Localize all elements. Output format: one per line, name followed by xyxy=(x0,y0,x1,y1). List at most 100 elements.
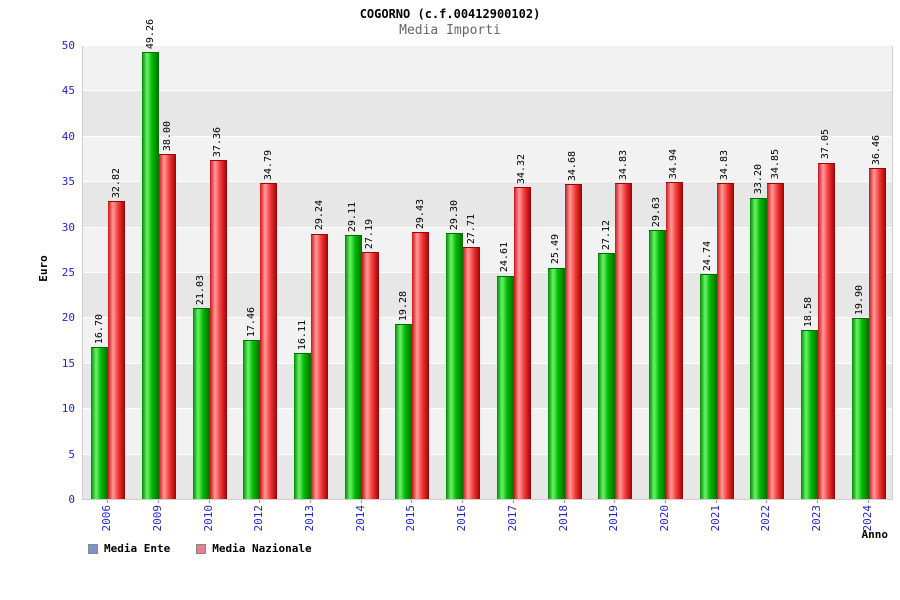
bar-value-label: 34.32 xyxy=(516,154,528,185)
x-tick-label: 2021 xyxy=(708,505,722,532)
chart-subtitle: Media Importi xyxy=(399,23,501,38)
bar-value-label: 38.00 xyxy=(161,120,173,151)
bar-media-ente-2014 xyxy=(344,234,362,499)
bar-media-ente-2020 xyxy=(648,229,666,499)
y-tick-label: 30 xyxy=(61,220,75,234)
bar-value-label: 29.30 xyxy=(448,199,460,230)
x-tick-label: 2018 xyxy=(556,505,570,532)
x-tick-mark xyxy=(563,500,565,503)
x-tick-label: 2006 xyxy=(100,505,114,532)
bar-media-nazionale-2021 xyxy=(716,182,734,499)
gridline xyxy=(83,226,892,228)
x-tick-label: 2022 xyxy=(759,505,773,532)
y-tick-label: 35 xyxy=(61,175,75,189)
x-tick-mark xyxy=(816,500,818,503)
bar-value-label: 21.03 xyxy=(195,274,207,306)
legend-label-media-nazionale: Media Nazionale xyxy=(212,542,312,555)
legend: Media Ente Media Nazionale xyxy=(88,542,312,555)
bar-media-ente-2009 xyxy=(142,51,160,499)
bar-media-nazionale-2023 xyxy=(817,162,835,499)
bar-value-label: 34.79 xyxy=(262,150,274,181)
plot-band xyxy=(83,45,892,91)
bar-media-nazionale-2016 xyxy=(463,247,481,499)
plot-band xyxy=(83,90,892,136)
bar-value-label: 17.46 xyxy=(245,307,257,338)
bar-media-ente-2023 xyxy=(800,330,818,499)
bar-media-nazionale-2022 xyxy=(767,182,785,499)
x-tick-label: 2009 xyxy=(151,505,165,532)
bar-media-nazionale-2017 xyxy=(513,187,531,499)
gridline xyxy=(83,408,892,410)
x-tick-label: 2014 xyxy=(353,505,367,532)
bar-value-label: 29.43 xyxy=(414,198,426,229)
bar-media-nazionale-2006 xyxy=(108,201,126,499)
x-tick-label: 2023 xyxy=(809,505,823,532)
gridline xyxy=(83,453,892,455)
x-axis-tick-labels: 2006 2009 2010 2012 2013 2014 2015 2016 2017 2018… xyxy=(82,500,893,545)
bar-value-label: 36.46 xyxy=(871,134,883,165)
x-tick-mark xyxy=(208,500,210,503)
bar-value-label: 16.11 xyxy=(296,319,308,350)
bar-media-nazionale-2018 xyxy=(564,184,582,499)
bar-media-ente-2012 xyxy=(243,340,261,499)
bar-value-label: 32.82 xyxy=(110,167,122,198)
x-tick-mark xyxy=(107,500,109,503)
x-tick-label: 2010 xyxy=(201,505,215,532)
x-tick-label: 2012 xyxy=(252,505,266,532)
chart-title: COGORNO (c.f.00412900102) xyxy=(359,7,541,21)
bar-media-ente-2019 xyxy=(598,252,616,499)
y-tick-label: 10 xyxy=(61,402,75,416)
bar-value-label: 27.71 xyxy=(465,214,477,245)
bar-value-label: 49.26 xyxy=(144,18,156,49)
y-tick-label: 40 xyxy=(61,129,75,143)
x-tick-label: 2020 xyxy=(657,505,671,532)
x-tick-mark xyxy=(259,500,261,503)
bar-media-ente-2010 xyxy=(192,308,210,499)
x-tick-mark xyxy=(715,500,717,503)
bar-media-ente-2016 xyxy=(446,232,464,499)
x-tick-label: 2015 xyxy=(404,505,418,532)
x-tick-mark xyxy=(360,500,362,503)
bar-media-ente-2017 xyxy=(496,275,514,499)
bar-media-ente-2015 xyxy=(395,323,413,499)
x-tick-mark xyxy=(462,500,464,503)
bar-media-ente-2022 xyxy=(750,197,768,499)
gridline xyxy=(83,181,892,183)
bar-value-label: 37.36 xyxy=(212,126,224,157)
bar-value-label: 34.83 xyxy=(617,149,629,180)
bar-value-label: 16.70 xyxy=(93,314,105,345)
bar-value-label: 27.12 xyxy=(600,219,612,250)
bar-value-label: 25.49 xyxy=(550,234,562,265)
bar-value-label: 27.19 xyxy=(364,219,376,250)
x-tick-mark xyxy=(614,500,616,503)
bar-value-label: 24.61 xyxy=(499,242,511,273)
x-tick-label: 2017 xyxy=(505,505,519,532)
bar-media-nazionale-2019 xyxy=(615,182,633,499)
x-tick-label: 2016 xyxy=(455,505,469,532)
gridline xyxy=(83,362,892,364)
bar-value-label: 34.85 xyxy=(769,149,781,180)
y-tick-label: 0 xyxy=(68,493,75,506)
y-tick-label: 5 xyxy=(68,447,75,461)
y-tick-label: 20 xyxy=(61,311,75,325)
bar-value-label: 29.24 xyxy=(313,200,325,231)
x-tick-mark xyxy=(310,500,312,503)
bar-value-label: 29.11 xyxy=(347,201,359,232)
legend-swatch-media-ente xyxy=(88,543,98,554)
bar-value-label: 34.94 xyxy=(668,148,680,179)
bar-value-label: 19.90 xyxy=(854,285,866,316)
bar-value-label: 37.05 xyxy=(820,129,832,160)
bar-media-nazionale-2014 xyxy=(361,252,379,499)
y-tick-label: 25 xyxy=(61,266,75,279)
y-tick-label: 45 xyxy=(61,84,75,98)
bar-value-label: 24.74 xyxy=(702,241,714,272)
gridline xyxy=(83,272,892,273)
bar-media-nazionale-2009 xyxy=(159,153,177,499)
bar-media-nazionale-2013 xyxy=(311,233,329,499)
bar-value-label: 18.58 xyxy=(803,297,815,328)
legend-swatch-media-nazionale xyxy=(196,543,207,554)
y-tick-label: 50 xyxy=(61,39,75,52)
y-tick-label: 15 xyxy=(61,356,75,370)
bar-media-ente-2018 xyxy=(547,267,565,499)
